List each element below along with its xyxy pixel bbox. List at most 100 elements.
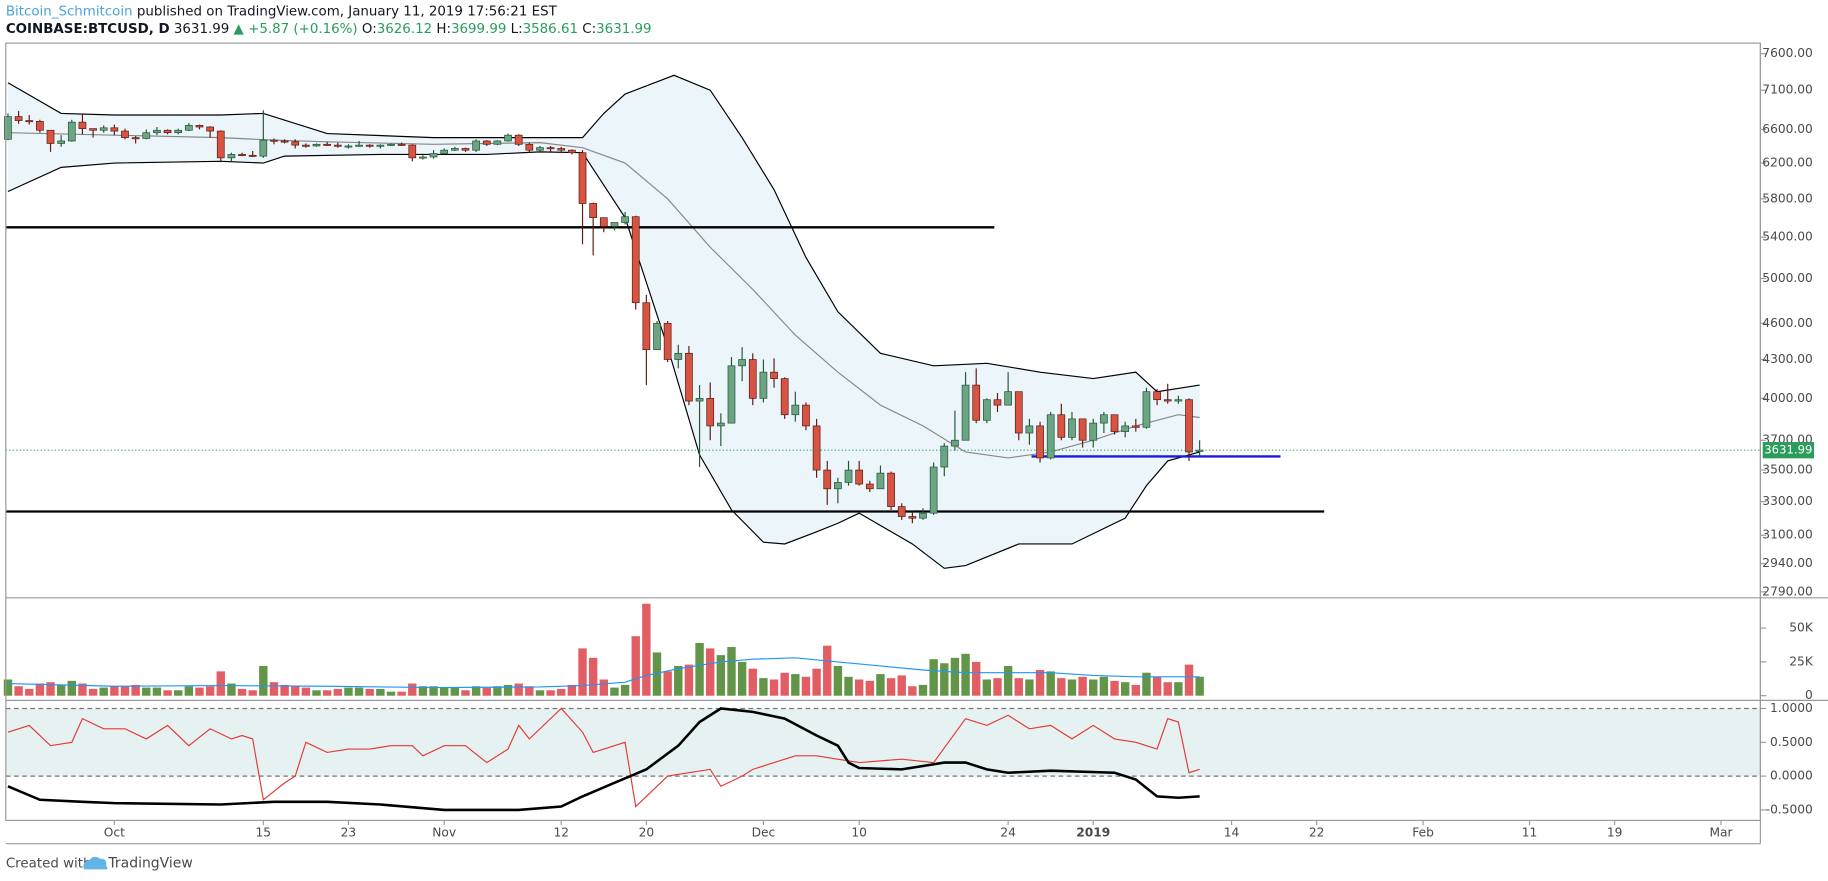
candle-body [780, 378, 789, 416]
volume-bar [3, 679, 13, 696]
candle-body [865, 483, 874, 490]
volume-bar [854, 679, 864, 696]
volume-bar [1067, 679, 1077, 696]
y-tick-label: 2790.00 [1762, 584, 1813, 598]
author[interactable]: Bitcoin_Schmitcoin [6, 5, 133, 20]
candle-body [1057, 414, 1066, 438]
volume-bar [1078, 676, 1087, 696]
candle-body [482, 140, 491, 145]
x-tick-label: 19 [1607, 826, 1623, 840]
volume-bar [1152, 676, 1162, 696]
candle-body [1100, 414, 1108, 424]
candle-body [525, 143, 534, 151]
volume-bar [908, 686, 917, 696]
candle-body [131, 137, 140, 140]
volume-bar [737, 661, 747, 696]
volume-bar [227, 683, 236, 696]
volume-bar [99, 687, 108, 696]
candle-body [67, 121, 76, 142]
candle-body [982, 399, 991, 421]
volume-bar [152, 687, 162, 696]
h-label: H: [436, 22, 451, 37]
volume-bar [1184, 664, 1194, 696]
volume-bar [1046, 671, 1055, 696]
candle-body [14, 116, 23, 121]
candle-body [546, 147, 555, 150]
volume-bar [322, 690, 332, 696]
candle-body [121, 130, 129, 138]
volume-bar [716, 655, 726, 696]
candle-body [993, 399, 1002, 406]
volume-bar [333, 688, 342, 696]
volume-bar [812, 668, 821, 696]
volume-bar [727, 647, 736, 696]
volume-bar [535, 690, 545, 696]
candle-body [1025, 425, 1034, 434]
y-tick-label: 2940.00 [1762, 556, 1813, 570]
candle-body [653, 322, 661, 350]
volume-bar [344, 687, 353, 696]
candle-body [1185, 399, 1193, 453]
volume-bar [1174, 682, 1183, 696]
volume-bar [706, 648, 715, 696]
candle-body [429, 153, 438, 158]
candle-body [227, 154, 236, 159]
candle-body [685, 352, 693, 402]
candle-body [1036, 425, 1044, 459]
volume-bar [610, 687, 619, 696]
candle-body [1046, 414, 1055, 459]
high: 3699.99 [451, 22, 506, 37]
y-tick-label: 3300.00 [1762, 494, 1813, 508]
volume-bar [769, 679, 779, 696]
y-tick-label: 6200.00 [1762, 156, 1813, 170]
volume-bar [780, 672, 789, 696]
candle-body [1163, 399, 1172, 402]
candle-body [355, 144, 363, 147]
candle-body [929, 466, 938, 514]
published: published on TradingView.com, January 11… [137, 5, 558, 20]
volume-bar [674, 665, 683, 696]
candle-body [706, 398, 715, 427]
logo [83, 856, 108, 870]
volume-bar [408, 683, 417, 696]
candle-body [834, 482, 842, 490]
y-tick-label: 4600.00 [1762, 316, 1813, 330]
volume-bar [184, 686, 194, 696]
price: 3631.99 [174, 22, 229, 37]
candle-body [812, 425, 821, 471]
x-tick-label: Mar [1709, 826, 1733, 840]
volume-bar [25, 688, 34, 696]
y-tick-label: 5000.00 [1762, 271, 1813, 285]
volume-bar [578, 648, 587, 696]
candle-body [163, 129, 172, 134]
volume-bar [1163, 682, 1172, 696]
candle-body [674, 352, 683, 360]
volume-bar [588, 657, 598, 696]
symbol-line: COINBASE:BTCUSD, D 3631.99 ▲ +5.87 (+0.1… [6, 22, 652, 37]
header-line: Bitcoin_Schmitcoin published on TradingV… [6, 5, 558, 20]
volume-bar [1003, 665, 1013, 696]
candle-body [25, 120, 34, 123]
volume-bar [46, 682, 55, 696]
candle-body [46, 129, 55, 144]
symbol: COINBASE:BTCUSD, D [6, 22, 170, 37]
candle-body [206, 126, 214, 132]
volume-bar [450, 687, 460, 696]
candle-body [802, 404, 810, 427]
candle-body [738, 359, 746, 367]
candle-body [440, 149, 449, 154]
y-tick-label: 3100.00 [1762, 528, 1813, 542]
volume-bar [56, 684, 66, 696]
volume-bar [620, 684, 630, 696]
candle-body [961, 384, 970, 441]
volume-bar [301, 687, 311, 696]
volume-bar [748, 668, 757, 696]
y-tick-label: 1.0000 [1770, 701, 1813, 715]
candle-body [110, 127, 119, 132]
volume-bar [929, 659, 938, 696]
indicator-line [7, 657, 1200, 689]
footer-brand[interactable]: TradingView [107, 856, 192, 872]
candle-body [1121, 425, 1130, 432]
volume-bar [386, 691, 396, 696]
